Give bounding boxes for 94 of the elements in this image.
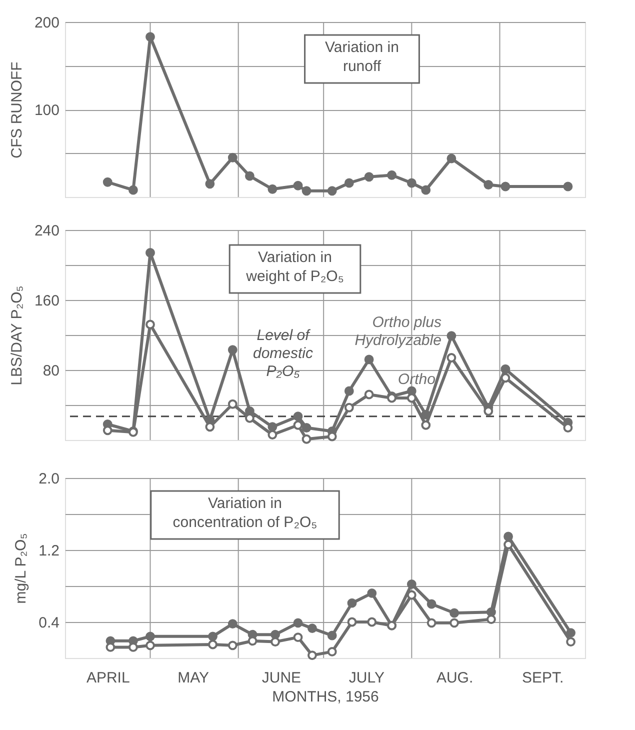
point [293, 632, 303, 642]
point [102, 177, 112, 187]
x-tick-label: APRIL [86, 670, 130, 686]
point [406, 580, 416, 589]
point [406, 178, 416, 188]
x-tick-label: JULY [348, 670, 384, 686]
point [406, 590, 416, 600]
x-tick-label: SEPT. [522, 670, 564, 686]
point [308, 624, 317, 633]
point [128, 185, 138, 195]
point [426, 618, 436, 628]
point [450, 618, 459, 628]
annotation: Variation in concentration of P₂O₅ [172, 495, 318, 531]
point [102, 426, 112, 436]
point [302, 423, 312, 432]
point [228, 152, 238, 162]
point [146, 248, 155, 258]
y-axis-title: mg/L P₂O₅ [12, 533, 30, 604]
point [344, 402, 354, 412]
point [228, 619, 238, 628]
point [302, 186, 312, 196]
y-axis-title: LBS/DAY P₂O₅ [8, 286, 26, 386]
point [268, 184, 278, 194]
point [270, 630, 280, 640]
point [228, 345, 238, 355]
point [146, 632, 155, 642]
point [504, 540, 513, 550]
point [208, 632, 218, 642]
point [500, 373, 510, 383]
point [128, 642, 138, 652]
y-tick-label: 200 [34, 14, 60, 32]
point [344, 178, 354, 188]
point [364, 354, 374, 364]
point [146, 640, 155, 650]
point [446, 331, 456, 341]
point [364, 390, 374, 400]
point [146, 320, 155, 330]
point [421, 420, 431, 430]
point [426, 599, 436, 609]
point [484, 180, 494, 190]
point [347, 617, 357, 627]
point [302, 434, 312, 444]
point [270, 637, 280, 646]
point [421, 185, 431, 195]
point [293, 412, 303, 422]
point [327, 647, 337, 656]
point [208, 640, 218, 650]
point [228, 640, 238, 650]
point [347, 598, 357, 608]
point [146, 32, 155, 42]
point [367, 617, 377, 627]
point [293, 618, 303, 628]
point [228, 399, 238, 409]
y-tick-label: 240 [34, 222, 60, 240]
point [500, 182, 510, 192]
point [344, 386, 354, 396]
point [367, 588, 377, 598]
point [500, 364, 510, 374]
y-tick-label: 2.0 [38, 470, 60, 488]
point [450, 608, 459, 618]
point [446, 154, 456, 164]
x-tick-label: JUNE [262, 670, 302, 686]
y-tick-label: 0.4 [38, 614, 60, 632]
x-tick-label: MAY [178, 670, 210, 686]
point [268, 430, 278, 440]
y-tick-label: 80 [42, 362, 60, 380]
point [205, 422, 215, 432]
point [106, 642, 116, 652]
annotation: Variation in weight of P₂O₅ [245, 249, 344, 285]
point [563, 182, 573, 192]
y-tick-label: 100 [34, 102, 60, 119]
point [268, 422, 278, 432]
point [504, 532, 513, 542]
point [406, 393, 416, 403]
point [308, 650, 317, 660]
y-tick-label: 160 [34, 292, 60, 310]
point [327, 186, 337, 196]
y-axis-title: CFS RUNOFF [8, 62, 26, 158]
point [566, 637, 576, 646]
x-tick-label: AUG. [436, 670, 474, 686]
point [205, 179, 215, 189]
point [248, 636, 258, 646]
y-tick-label: 1.2 [38, 542, 60, 560]
point [244, 171, 254, 181]
point [293, 420, 303, 430]
point [293, 180, 303, 190]
point [446, 353, 456, 362]
x-axis-title: MONTHS, 1956 [272, 688, 379, 706]
point [566, 628, 576, 638]
point [364, 172, 374, 182]
point [327, 630, 337, 640]
point [387, 170, 396, 180]
point [486, 614, 496, 624]
annotation: Variation in runoff [325, 39, 399, 75]
